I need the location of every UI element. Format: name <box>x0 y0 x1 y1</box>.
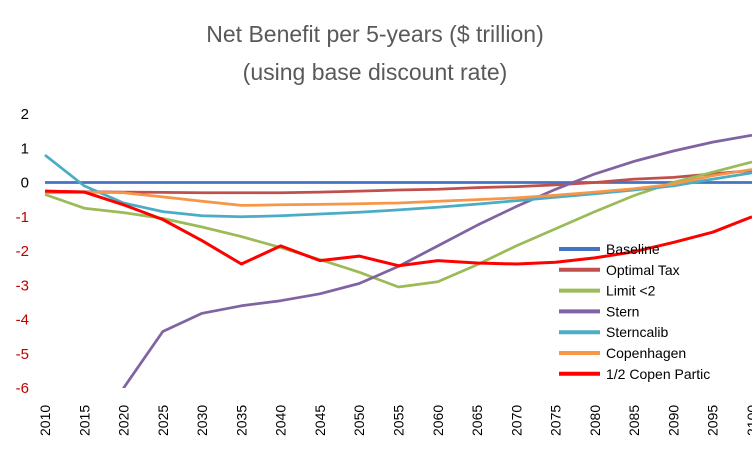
series-line-sterncalib <box>44 154 752 219</box>
legend-label: Stern <box>606 303 639 319</box>
x-tick-label: 2035 <box>233 405 249 436</box>
x-tick-label: 2020 <box>116 405 132 436</box>
legend-label: Limit <2 <box>606 283 656 299</box>
y-tick-label: -4 <box>16 312 29 329</box>
legend-label: Sterncalib <box>606 324 668 340</box>
y-tick-label: 2 <box>21 106 29 123</box>
legend-label: Copenhagen <box>606 345 686 361</box>
x-tick-label: 2055 <box>391 405 407 436</box>
x-tick-label: 2010 <box>37 405 53 436</box>
x-tick-label: 2100 <box>744 405 752 436</box>
y-tick-label: -5 <box>16 346 29 363</box>
legend-label: Optimal Tax <box>606 262 680 278</box>
series-line-stern <box>122 133 752 388</box>
x-tick-label: 2030 <box>194 405 210 436</box>
legend-label: 1/2 Copen Partic <box>606 366 710 382</box>
x-tick-label: 2075 <box>548 405 564 436</box>
x-tick-label: 2025 <box>155 405 171 436</box>
x-tick-label: 2015 <box>76 405 92 436</box>
x-axis-ticks: 2010 2015 2020 2025 2030 2035 2040 2045 2050 2055… <box>37 405 752 436</box>
chart-subtitle: (using base discount rate) <box>243 59 508 85</box>
chart-title: Net Benefit per 5-years ($ trillion) <box>206 21 543 47</box>
legend-label: Baseline <box>606 241 660 257</box>
x-tick-label: 2090 <box>665 405 681 436</box>
y-tick-label: -3 <box>16 277 29 294</box>
x-tick-label: 2080 <box>587 405 603 436</box>
y-tick-label: 0 <box>21 175 29 192</box>
series-lines <box>44 133 752 388</box>
y-tick-label: -6 <box>16 380 29 397</box>
y-tick-label: -2 <box>16 243 29 260</box>
series-line-optimal-tax <box>44 169 752 195</box>
y-tick-label: -1 <box>16 209 29 226</box>
x-tick-label: 2095 <box>705 405 721 436</box>
x-tick-label: 2070 <box>508 405 524 436</box>
y-tick-label: 1 <box>21 140 29 157</box>
series-line-1-2-copen-partic <box>44 189 752 268</box>
x-tick-label: 2050 <box>351 405 367 436</box>
x-tick-label: 2060 <box>430 405 446 436</box>
x-tick-label: 2065 <box>469 405 485 436</box>
series-line-copenhagen <box>44 168 752 207</box>
x-tick-label: 2040 <box>273 405 289 436</box>
x-tick-label: 2085 <box>626 405 642 436</box>
y-axis-ticks: 2 1 0 -1 -2 -3 -4 -5 -6 <box>16 106 29 397</box>
legend: Baseline Optimal Tax Limit <2 Stern Sterncal… <box>559 241 710 382</box>
x-tick-label: 2045 <box>312 405 328 436</box>
